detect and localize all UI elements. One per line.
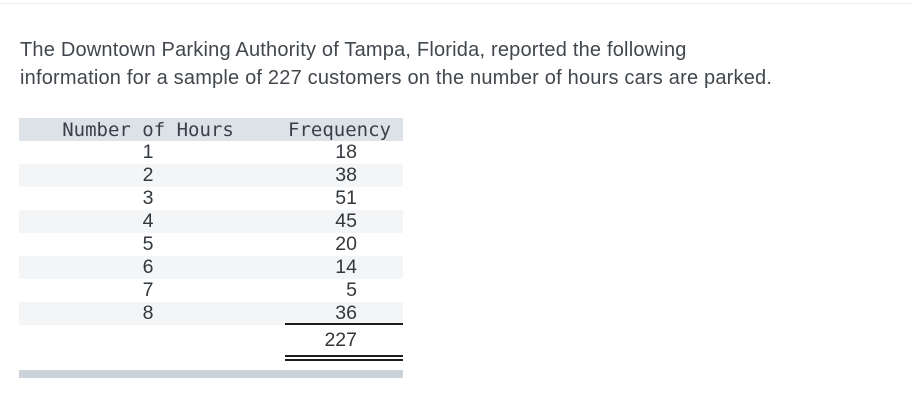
- frequency-cell: 20: [335, 233, 357, 255]
- table-row: 1 18: [19, 141, 403, 164]
- table-row: 2 38: [19, 164, 403, 187]
- frequency-cell: 14: [335, 256, 357, 278]
- frequency-cell: 36: [335, 302, 357, 324]
- hours-cell: 8: [142, 302, 154, 324]
- column-header-hours: Number of Hours: [62, 118, 234, 141]
- hours-cell: 4: [142, 210, 154, 232]
- sum-rule: [285, 323, 403, 325]
- hours-cell: 7: [142, 279, 154, 301]
- hours-cell: 3: [142, 187, 154, 209]
- frequency-cell: 51: [335, 187, 357, 209]
- frequency-cell: 45: [335, 210, 357, 232]
- problem-statement-line-2: information for a sample of 227 customer…: [20, 67, 773, 89]
- table-row: 6 14: [19, 256, 403, 279]
- hours-cell: 2: [142, 164, 154, 186]
- table-row: 5 20: [19, 233, 403, 256]
- problem-statement-line-1: The Downtown Parking Authority of Tampa,…: [20, 39, 687, 61]
- bottom-bar: [19, 370, 403, 378]
- hours-cell: 6: [142, 256, 154, 278]
- frequency-cell: 5: [346, 279, 357, 301]
- column-header-frequency: Frequency: [288, 118, 391, 141]
- total-row-empty-cell: [19, 325, 277, 355]
- table-row: 3 51: [19, 187, 403, 210]
- hours-cell: 5: [142, 233, 154, 255]
- table-header-row: Number of Hours Frequency: [19, 118, 403, 141]
- hours-cell: 1: [142, 141, 154, 163]
- problem-statement: The Downtown Parking Authority of Tampa,…: [20, 36, 772, 92]
- top-divider: [0, 3, 912, 4]
- double-rule: [285, 355, 403, 361]
- frequency-cell: 18: [335, 141, 357, 163]
- table-row: 8 36: [19, 302, 403, 325]
- total-value: 227: [324, 328, 357, 351]
- frequency-cell: 38: [335, 164, 357, 186]
- frequency-table: Number of Hours Frequency 1 18 2 38 3 51 4 45 5 2…: [19, 118, 403, 378]
- table-body: 1 18 2 38 3 51 4 45 5 20 6 14 7 5 8 36: [19, 141, 403, 325]
- table-row: 4 45: [19, 210, 403, 233]
- total-row: 227: [19, 325, 403, 355]
